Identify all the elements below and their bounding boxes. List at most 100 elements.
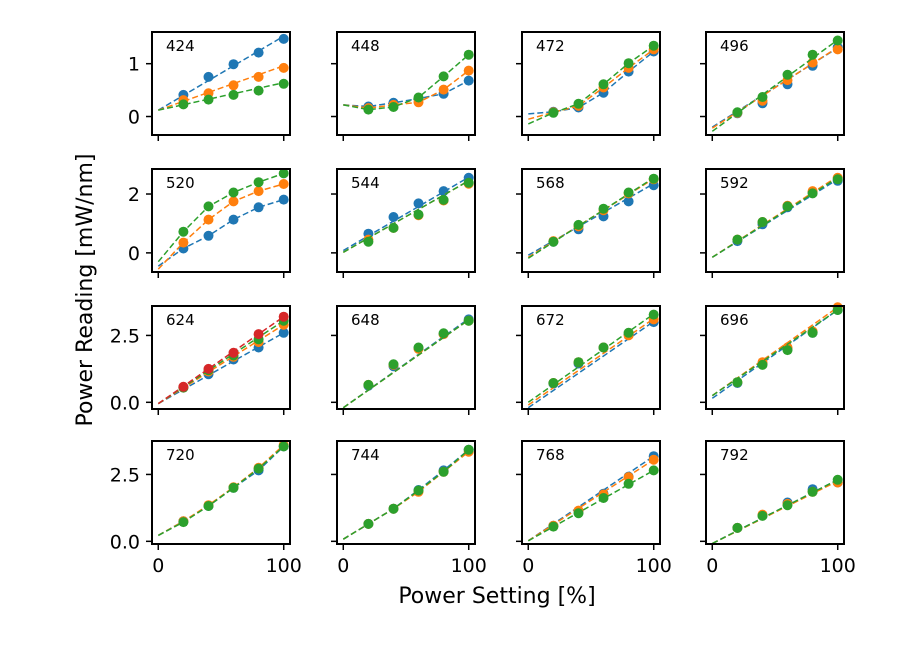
panel-648: 648 — [331, 305, 476, 415]
panel-frame — [705, 168, 845, 273]
data-point — [623, 196, 634, 207]
y-axis-title: Power Reading [mW/nm] — [73, 154, 98, 427]
x-axis-title: Power Setting [%] — [398, 584, 595, 609]
data-point — [598, 203, 609, 214]
data-point — [732, 377, 743, 388]
panel-grid: 424 0 1 448 472 496 520 0 2 544 568 592 624 0.0 2.5 648… — [110, 31, 856, 577]
panel-696: 696 — [700, 302, 845, 415]
panel-744: 744 0 100 — [331, 440, 487, 577]
panel-frame — [336, 305, 476, 410]
panel-568: 568 — [516, 168, 661, 278]
data-point — [782, 345, 793, 356]
data-point — [278, 78, 289, 89]
panel-label: 672 — [536, 311, 565, 329]
fit-line — [342, 449, 470, 540]
fit-line — [157, 316, 285, 405]
data-point — [253, 186, 264, 197]
data-point — [463, 444, 474, 455]
fit-line — [342, 319, 470, 409]
panel-label: 696 — [720, 311, 749, 329]
data-point — [573, 219, 584, 230]
data-point — [278, 441, 289, 452]
fit-line — [711, 309, 839, 397]
panel-label: 792 — [720, 446, 749, 464]
panel-frame — [521, 168, 661, 273]
data-point — [463, 49, 474, 60]
data-point — [548, 236, 559, 247]
panel-frame — [151, 31, 291, 136]
panel-label: 448 — [351, 37, 380, 55]
panel-424: 424 0 1 — [128, 31, 291, 141]
data-point — [782, 69, 793, 80]
data-point — [598, 342, 609, 353]
panel-520: 520 0 2 — [128, 168, 291, 278]
data-point — [253, 202, 264, 213]
data-point — [438, 328, 449, 339]
data-point — [573, 508, 584, 519]
panel-720: 720 0 100 0.0 2.5 — [110, 440, 302, 577]
data-point — [363, 379, 374, 390]
panel-label: 424 — [166, 37, 195, 55]
data-point — [438, 194, 449, 205]
data-point — [178, 237, 189, 248]
panel-792: 792 0 100 — [700, 440, 856, 577]
panel-label: 568 — [536, 174, 565, 192]
fit-line — [527, 459, 655, 542]
data-point — [623, 58, 634, 69]
fit-line — [527, 177, 655, 259]
data-point — [253, 463, 264, 474]
panel-frame — [705, 31, 845, 136]
panel-label: 720 — [166, 446, 195, 464]
data-point — [203, 214, 214, 225]
fit-line — [157, 320, 285, 405]
data-point — [438, 466, 449, 477]
x-tick-label: 100 — [266, 555, 302, 577]
data-point — [203, 363, 214, 374]
panel-768: 768 0 100 — [516, 440, 672, 577]
panel-frame — [336, 168, 476, 273]
fit-line — [158, 81, 284, 111]
fit-line — [157, 332, 285, 405]
panel-label: 496 — [720, 37, 749, 55]
data-point — [782, 500, 793, 511]
data-point — [228, 59, 239, 70]
data-point — [732, 522, 743, 533]
data-point — [253, 47, 264, 58]
data-point — [203, 230, 214, 241]
data-point — [757, 217, 768, 227]
panel-label: 592 — [720, 174, 749, 192]
panel-frame — [705, 305, 845, 410]
data-point — [278, 311, 289, 322]
panel-472: 472 — [516, 31, 661, 141]
data-point — [413, 92, 424, 103]
panel-frame — [521, 440, 661, 545]
panel-624: 624 0.0 2.5 — [110, 305, 291, 415]
data-point — [623, 187, 634, 198]
panel-label: 472 — [536, 37, 565, 55]
y-tick-label: 2.5 — [110, 464, 140, 486]
y-tick-label: 0 — [128, 243, 140, 265]
data-point — [278, 327, 289, 338]
panel-label: 648 — [351, 311, 380, 329]
data-point — [832, 174, 843, 185]
data-point — [598, 493, 609, 503]
fit-line — [527, 469, 655, 542]
data-point — [388, 503, 399, 514]
data-point — [228, 196, 239, 207]
data-point — [228, 187, 239, 198]
data-point — [732, 234, 743, 245]
y-tick-label: 2 — [128, 184, 140, 206]
fit-line — [157, 35, 285, 111]
panel-label: 744 — [351, 446, 380, 464]
x-tick-label: 0 — [337, 555, 349, 577]
fit-line — [527, 320, 655, 409]
data-point — [413, 342, 424, 353]
data-point — [757, 510, 768, 521]
data-point — [463, 65, 474, 76]
fit-line — [527, 183, 655, 256]
data-point — [228, 214, 239, 225]
fit-line — [157, 183, 284, 270]
panel-544: 544 — [331, 168, 476, 278]
data-point — [807, 49, 818, 60]
